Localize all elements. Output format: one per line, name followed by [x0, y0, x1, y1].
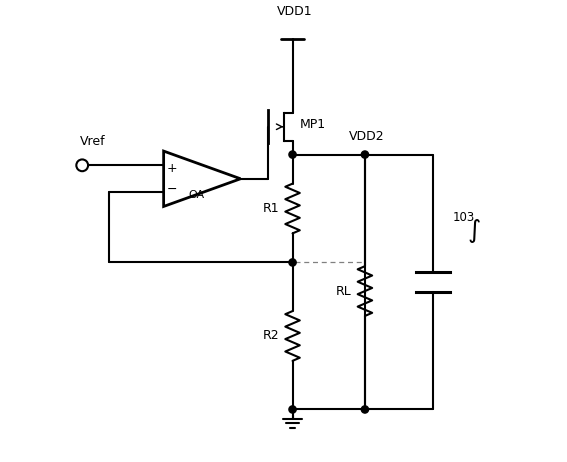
Text: VDD2: VDD2 [349, 130, 385, 143]
Text: $\int$: $\int$ [467, 217, 481, 245]
Circle shape [361, 151, 369, 158]
Text: RL: RL [336, 285, 352, 298]
Text: VDD1: VDD1 [277, 5, 312, 18]
Text: MP1: MP1 [299, 118, 325, 131]
Circle shape [361, 406, 369, 413]
Circle shape [289, 406, 296, 413]
Circle shape [289, 151, 296, 158]
Text: OA: OA [188, 190, 204, 200]
Text: −: − [167, 183, 177, 196]
Text: R2: R2 [263, 329, 279, 342]
Circle shape [289, 259, 296, 266]
Text: 103: 103 [453, 211, 475, 224]
Text: +: + [167, 162, 177, 175]
Text: Vref: Vref [80, 135, 105, 148]
Text: R1: R1 [263, 202, 279, 215]
